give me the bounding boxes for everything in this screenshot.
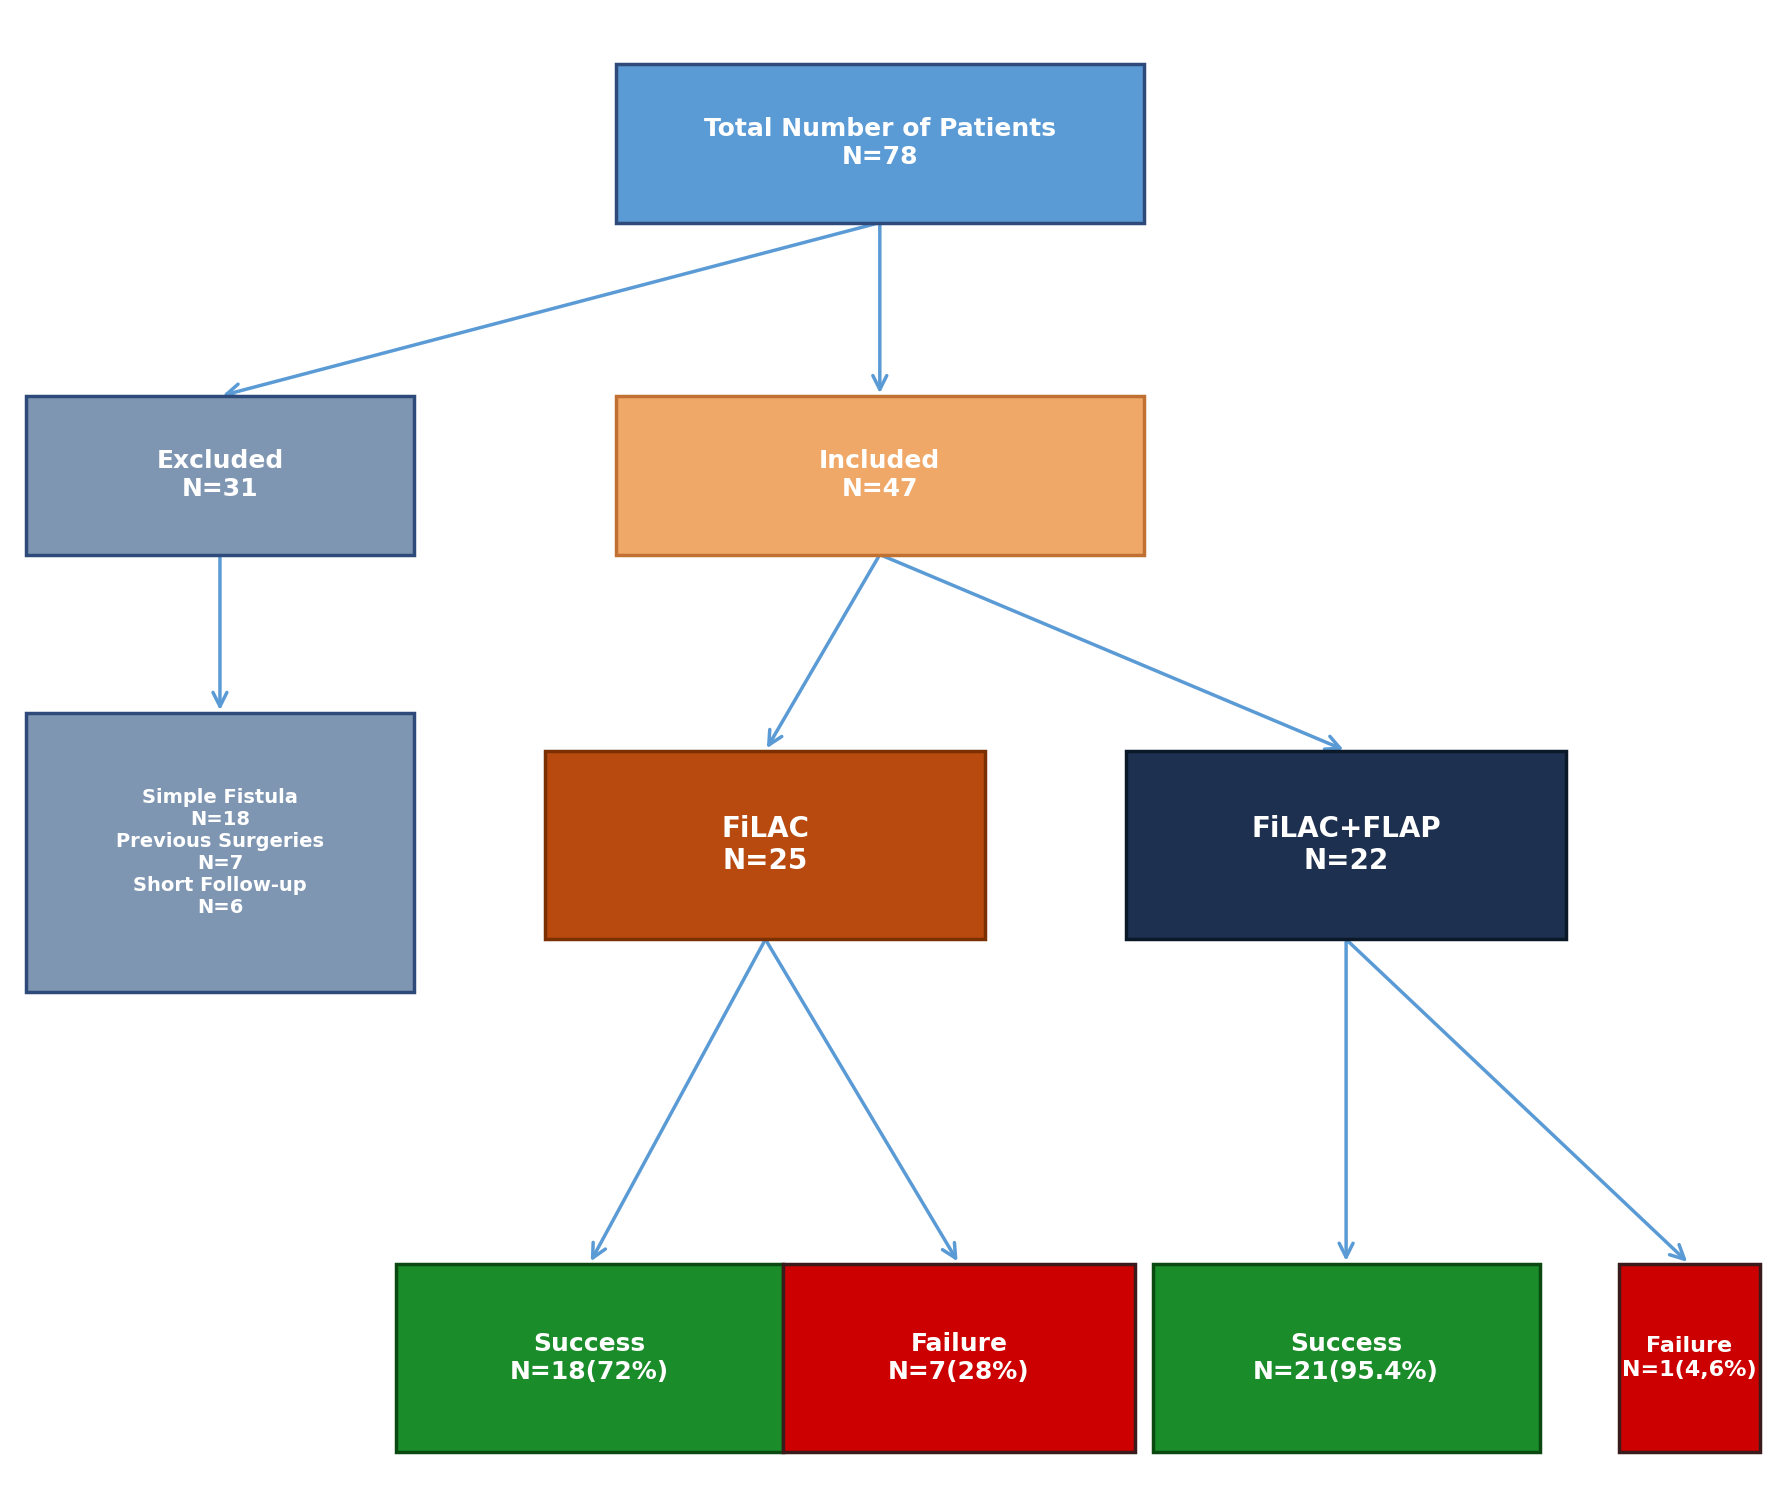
Text: FiLAC+FLAP
N=22: FiLAC+FLAP N=22 [1251, 815, 1441, 875]
Text: Total Number of Patients
N=78: Total Number of Patients N=78 [703, 118, 1056, 169]
FancyBboxPatch shape [1620, 1265, 1760, 1452]
Text: Included
N=47: Included N=47 [819, 450, 941, 501]
FancyBboxPatch shape [546, 751, 985, 939]
FancyBboxPatch shape [27, 712, 413, 993]
FancyBboxPatch shape [617, 395, 1143, 554]
Text: Success
N=21(95.4%): Success N=21(95.4%) [1253, 1332, 1439, 1384]
Text: Excluded
N=31: Excluded N=31 [156, 450, 284, 501]
FancyBboxPatch shape [27, 395, 413, 554]
FancyBboxPatch shape [1152, 1265, 1540, 1452]
Text: Simple Fistula
N=18
Previous Surgeries
N=7
Short Follow-up
N=6: Simple Fistula N=18 Previous Surgeries N… [115, 788, 324, 917]
FancyBboxPatch shape [395, 1265, 783, 1452]
Text: Failure
N=1(4,6%): Failure N=1(4,6%) [1621, 1337, 1756, 1379]
Text: Failure
N=7(28%): Failure N=7(28%) [888, 1332, 1030, 1384]
FancyBboxPatch shape [617, 63, 1143, 222]
Text: FiLAC
N=25: FiLAC N=25 [721, 815, 810, 875]
FancyBboxPatch shape [783, 1265, 1134, 1452]
FancyBboxPatch shape [1127, 751, 1566, 939]
Text: Success
N=18(72%): Success N=18(72%) [510, 1332, 670, 1384]
